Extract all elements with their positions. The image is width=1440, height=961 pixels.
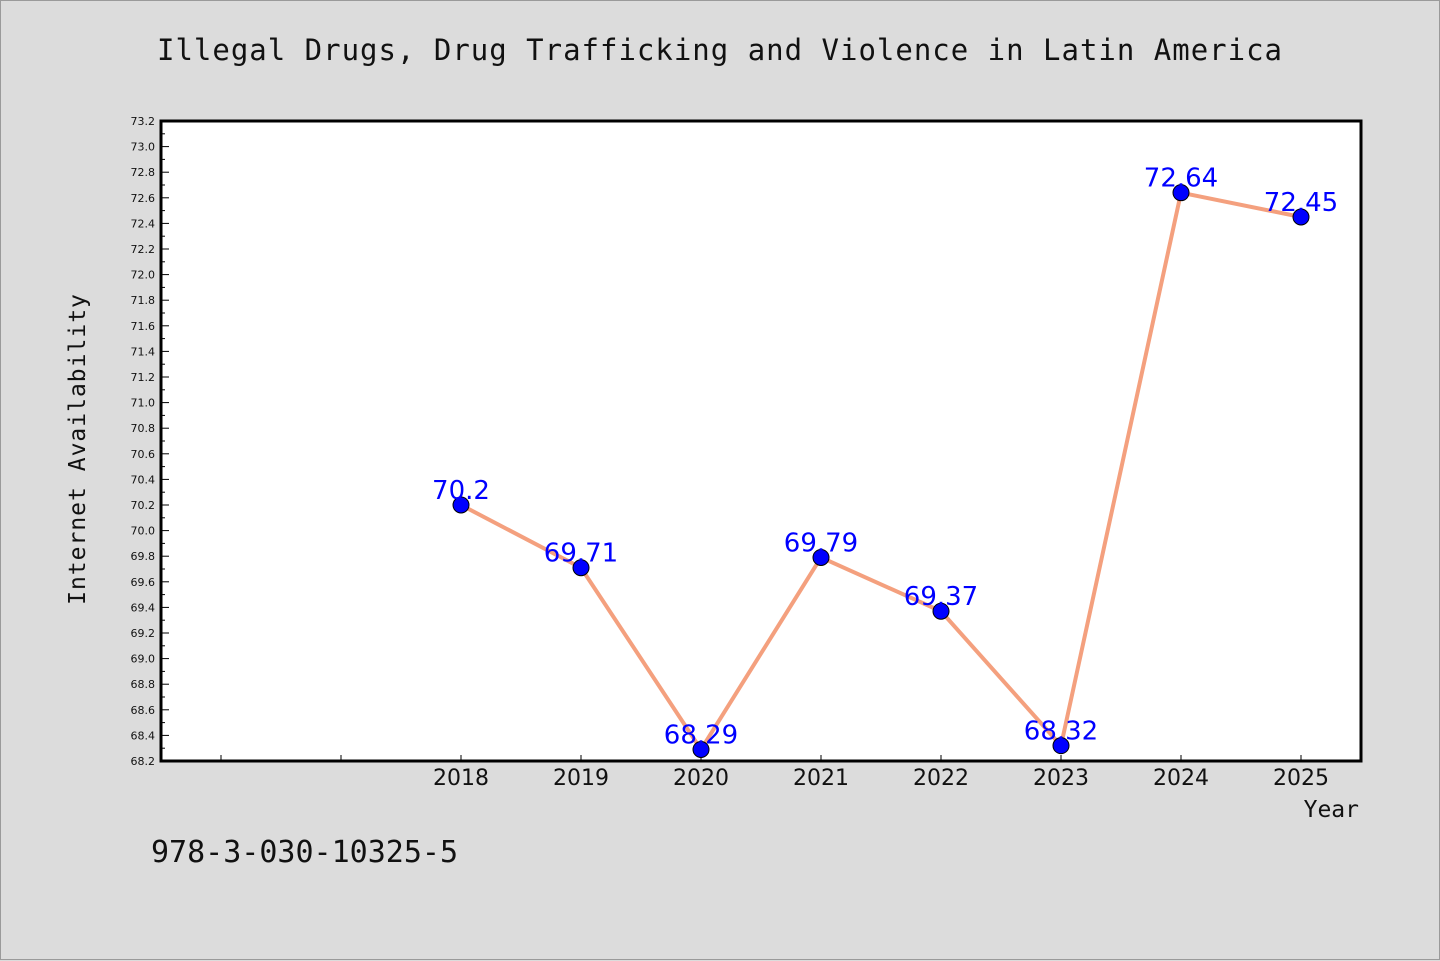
y-tick-label: 70.8 [131,422,156,435]
data-label: 70.2 [432,476,490,506]
data-label: 68.32 [1024,717,1098,747]
y-tick-label: 69.8 [131,550,156,563]
chart-title: Illegal Drugs, Drug Trafficking and Viol… [156,33,1284,67]
data-label: 72.64 [1144,164,1218,194]
y-tick-label: 72.2 [131,243,156,256]
y-tick-label: 69.4 [131,601,156,614]
y-tick-label: 68.4 [131,729,156,742]
x-tick-label: 2022 [913,766,969,791]
y-tick-label: 71.8 [131,294,156,307]
data-label: 69.79 [784,528,858,558]
data-label: 72.45 [1264,188,1338,218]
y-tick-label: 71.0 [131,397,156,410]
x-axis-label: Year [1303,797,1359,823]
y-tick-label: 69.6 [131,576,156,589]
plot-area [159,119,1363,763]
x-tick-label: 2023 [1033,766,1089,791]
y-tick-label: 71.6 [131,320,156,333]
data-point [692,740,710,758]
x-tick-label: 2024 [1153,766,1209,791]
x-tick-label: 2020 [673,766,729,791]
x-tick-label: 2019 [553,766,609,791]
y-tick-label: 70.6 [131,448,156,461]
isbn-label: 978-3-030-10325-5 [151,835,459,870]
y-tick-label: 68.2 [131,755,156,768]
data-point [1172,184,1190,202]
x-tick-label: 2018 [433,766,489,791]
y-tick-label: 73.2 [131,115,156,128]
y-tick-label: 73.0 [131,141,156,154]
data-label: 69.71 [544,539,618,569]
x-tick-label: 2021 [793,766,849,791]
y-tick-label: 70.4 [131,473,156,486]
y-tick-label: 72.8 [131,166,156,179]
series-line [460,190,1302,752]
data-label: 68.29 [664,720,738,750]
y-tick-label: 71.2 [131,371,156,384]
y-tick-label: 70.2 [131,499,156,512]
y-tick-label: 72.4 [131,217,156,230]
data-point [1292,208,1310,226]
data-point [572,559,590,577]
data-point [1052,737,1070,755]
x-tick-label: 2025 [1273,766,1329,791]
y-tick-label: 68.6 [131,704,156,717]
y-tick-label: 70.0 [131,525,156,538]
data-point [812,548,830,566]
data-point [452,496,470,514]
y-tick-label: 72.0 [131,269,156,282]
data-point [932,602,950,620]
y-tick-label: 69.0 [131,653,156,666]
y-tick-label: 72.6 [131,192,156,205]
y-tick-label: 69.2 [131,627,156,640]
y-tick-label: 68.8 [131,678,156,691]
data-label: 69.37 [904,582,978,612]
y-tick-label: 71.4 [131,345,156,358]
